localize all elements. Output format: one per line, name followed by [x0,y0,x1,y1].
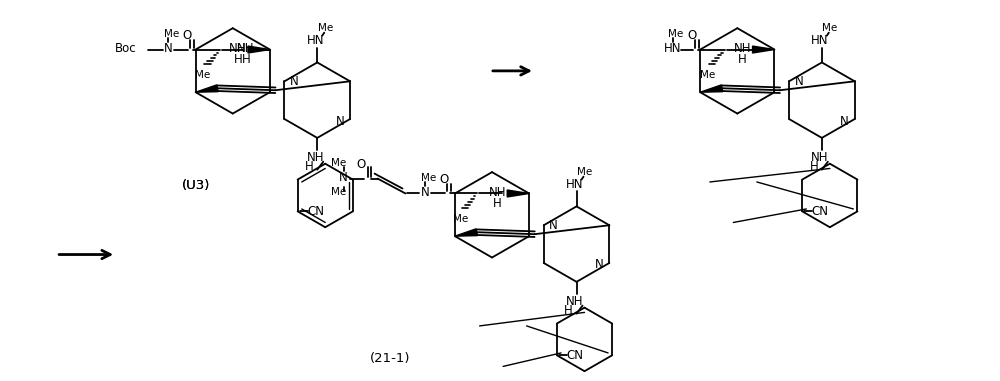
Text: H: H [305,160,314,173]
Text: HN: HN [811,34,829,47]
Text: H: H [493,197,502,210]
Text: N: N [795,75,803,88]
Text: N: N [595,258,604,271]
Text: N: N [549,219,558,232]
Text: HN: HN [566,178,583,191]
Polygon shape [753,46,774,53]
Text: H: H [738,53,747,66]
Text: Me: Me [822,23,837,33]
Text: O: O [356,158,365,171]
Text: Me: Me [700,70,715,80]
Text: CN: CN [566,349,583,362]
Text: NH: NH [307,151,324,164]
Text: (U3): (U3) [182,179,210,192]
Text: O: O [440,173,449,186]
Text: N: N [421,186,430,199]
Text: CN: CN [812,205,829,218]
Text: NH: NH [237,42,255,55]
Text: N: N [336,115,344,128]
Text: Me: Me [331,158,346,168]
Text: Me: Me [577,166,592,177]
Text: Me: Me [668,29,683,38]
Text: (21-1): (21-1) [370,352,411,365]
Text: Me: Me [164,29,179,38]
Text: H: H [810,160,818,173]
Text: HN: HN [307,34,324,47]
Text: H: H [234,53,242,66]
Text: CN: CN [307,205,324,218]
Text: Me: Me [421,173,436,182]
Text: N: N [840,115,849,128]
Text: Me: Me [453,214,468,224]
Text: N: N [164,42,173,55]
Text: H: H [242,53,250,66]
Text: NH: NH [488,186,506,199]
Polygon shape [248,46,270,53]
Polygon shape [455,229,477,236]
Text: Me: Me [195,70,211,80]
Text: O: O [182,29,192,42]
Text: Me: Me [331,187,346,197]
Text: NH: NH [229,42,247,55]
Polygon shape [196,85,218,92]
Text: (U3): (U3) [182,179,210,192]
Text: N: N [339,171,348,184]
Text: O: O [687,29,696,42]
Text: N: N [290,75,299,88]
Text: NH: NH [734,42,751,55]
Text: NH: NH [566,295,583,308]
Polygon shape [507,190,529,197]
Text: Me: Me [318,23,333,33]
Text: NH: NH [811,151,829,164]
Text: H: H [564,304,573,317]
Polygon shape [700,85,723,92]
Text: HN: HN [664,42,682,55]
Text: Boc: Boc [115,42,136,55]
